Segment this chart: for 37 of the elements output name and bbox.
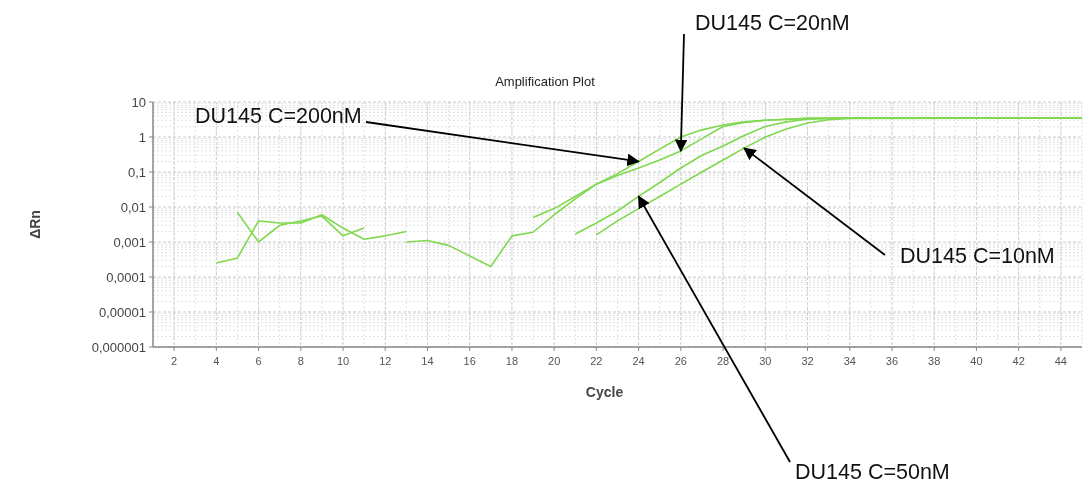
x-tick-label: 16 [463, 355, 476, 367]
x-tick-label: 26 [674, 355, 687, 367]
x-tick-label: 28 [716, 355, 730, 367]
annotation: DU145 C=20nM [695, 11, 850, 35]
y-tick-label: 0,0001 [106, 269, 146, 285]
x-tick-label: 20 [548, 355, 561, 367]
y-tick-label: 0,00001 [99, 304, 146, 320]
y-tick-label: 0,000001 [91, 339, 146, 355]
annotation: DU145 C=50nM [795, 460, 950, 484]
x-tick-label: 6 [255, 355, 262, 367]
y-axis-title: ΔRn [27, 210, 43, 239]
x-tick-label: 12 [379, 355, 392, 367]
x-tick-label: 22 [590, 355, 603, 367]
x-tick-label: 8 [297, 355, 304, 367]
y-tick-label: 10 [131, 94, 146, 110]
x-axis-title: Cycle [585, 384, 624, 400]
x-tick-label: 18 [505, 355, 519, 367]
x-tick-label: 32 [801, 355, 814, 367]
y-tick-label: 0,01 [120, 199, 146, 215]
x-tick-label: 14 [421, 355, 434, 367]
x-tick-label: 2 [171, 355, 178, 367]
x-tick-label: 40 [970, 355, 983, 367]
annotation: DU145 C=10nM [900, 244, 1055, 268]
x-tick-label: 30 [759, 355, 772, 367]
y-tick-label: 1 [138, 129, 146, 145]
x-tick-label: 38 [928, 355, 941, 367]
y-tick-label: 0,1 [127, 164, 146, 180]
x-tick-label: 42 [1012, 355, 1025, 367]
y-tick-label: 0,001 [113, 234, 146, 250]
x-tick-label: 10 [336, 355, 350, 367]
x-tick-label: 34 [843, 355, 856, 367]
x-tick-label: 44 [1054, 355, 1068, 367]
chart-title: Amplification Plot [495, 74, 596, 89]
annotation: DU145 C=200nM [195, 104, 362, 128]
x-tick-label: 24 [632, 355, 645, 367]
x-tick-label: 36 [885, 355, 899, 367]
x-tick-label: 4 [213, 355, 220, 367]
